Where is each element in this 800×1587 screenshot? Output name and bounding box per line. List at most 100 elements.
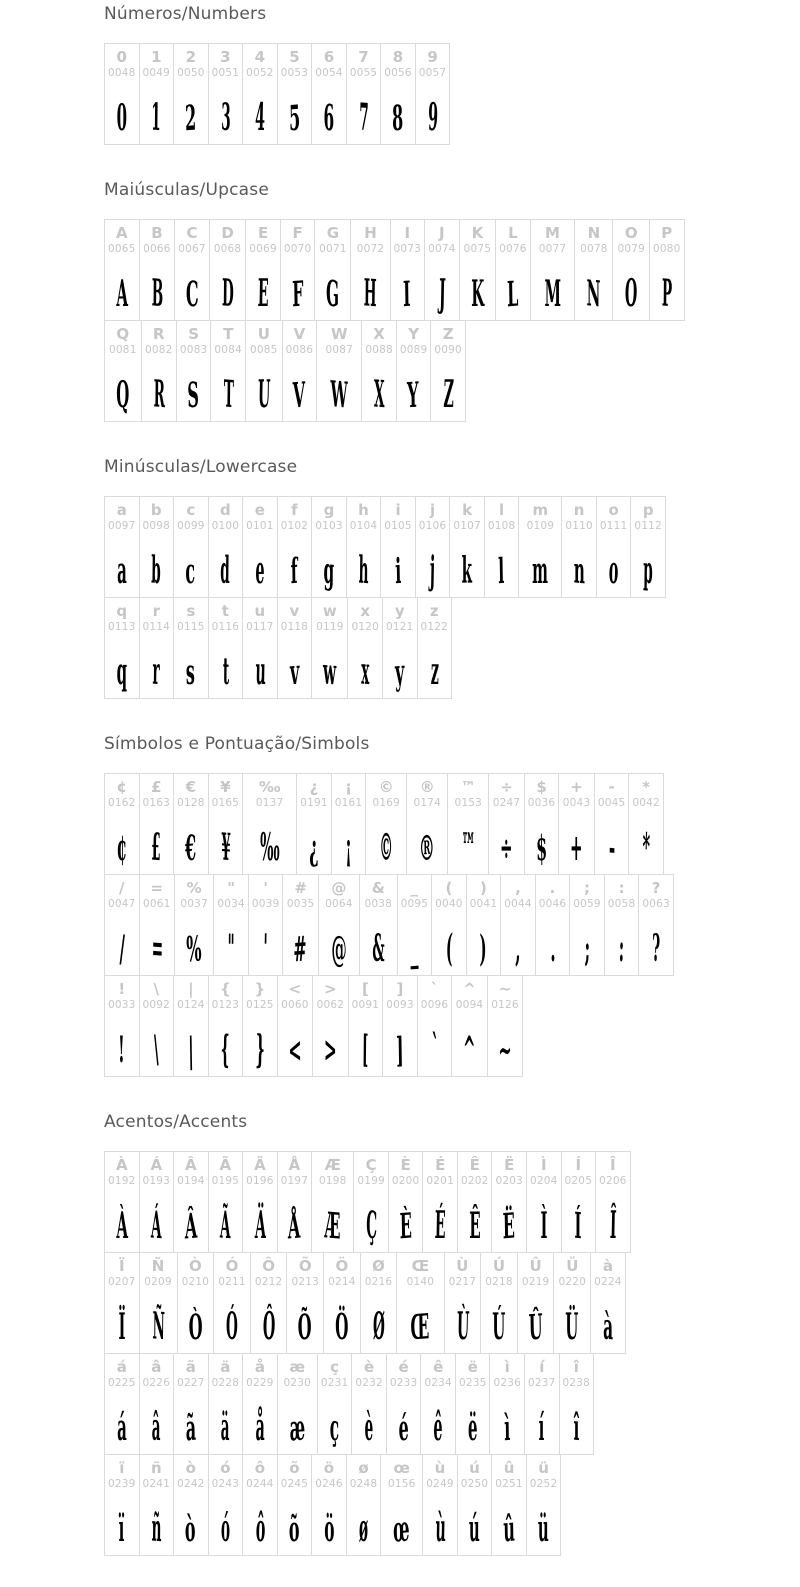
reference-char: 4 [254, 48, 266, 66]
font-glyph: Ê [469, 1205, 481, 1248]
section-title: Símbolos e Pontuação/Simbols [104, 734, 370, 754]
glyph-area: q [110, 634, 134, 691]
glyph-area: C [179, 256, 206, 316]
reference-char: © [378, 778, 394, 796]
character-code: 0105 [384, 520, 412, 532]
glyph-area: 9 [421, 80, 445, 140]
reference-char: V [293, 325, 306, 343]
character-code: 0101 [246, 520, 274, 532]
font-glyph: & [372, 926, 385, 972]
char-cell: l 0108 l [483, 496, 520, 598]
reference-char: ï [119, 1459, 125, 1477]
character-code: 0219 [521, 1276, 550, 1288]
reference-char: N [587, 224, 601, 242]
font-glyph: í [538, 1407, 545, 1450]
character-code: 0089 [399, 344, 428, 356]
reference-char: õ [289, 1459, 300, 1477]
reference-char: s [186, 602, 196, 620]
glyph-area: í [535, 1390, 548, 1447]
font-glyph: Ó [226, 1304, 239, 1350]
char-cell: Í 0205 Í [560, 1151, 597, 1253]
char-cell: û 0251 û [491, 1454, 527, 1556]
character-code: 0169 [372, 797, 401, 809]
reference-char: £ [151, 778, 162, 796]
glyph-area: 6 [317, 80, 341, 140]
glyph-area: : [615, 911, 628, 971]
character-code: 0214 [328, 1276, 356, 1288]
font-glyph: : [618, 926, 625, 971]
reference-char: . [549, 879, 556, 897]
char-cell: Ú 0218 Ú [480, 1252, 518, 1354]
char-cell: w 0119 w [311, 597, 349, 699]
reference-char: v [289, 602, 300, 620]
glyph-area: z [425, 634, 444, 694]
font-glyph: á [116, 1407, 127, 1450]
glyph-area: \ [150, 1012, 162, 1072]
character-code: 0244 [246, 1478, 274, 1490]
reference-char: é [398, 1358, 409, 1376]
char-cell: ì 0236 ì [489, 1353, 525, 1455]
char-cell: ö 0246 ö [311, 1454, 347, 1556]
character-code: 0097 [108, 520, 136, 532]
character-code: 0210 [181, 1276, 210, 1288]
character-code: 0070 [283, 243, 312, 255]
font-glyph: Ò [187, 1306, 203, 1349]
reference-char: Ì [540, 1156, 547, 1174]
char-table-row: ï 0239 ï ñ 0241 ñ ò 0242 ò ó 0243 ó ô 0244 ô õ 0245 õ ö 024… [104, 1454, 562, 1556]
reference-char: W [330, 325, 348, 343]
character-code: 0110 [565, 520, 593, 532]
glyph-area: ñ [144, 1491, 169, 1551]
character-code: 0198 [319, 1175, 347, 1187]
char-cell: W 0087 W [316, 320, 363, 422]
character-code: 0091 [351, 999, 380, 1011]
glyph-area: œ [384, 1491, 419, 1551]
glyph-area: õ [283, 1491, 306, 1551]
reference-char: B [151, 224, 163, 242]
font-glyph: È [399, 1205, 412, 1248]
glyph-area: L [501, 256, 525, 316]
font-glyph: z [430, 649, 440, 694]
char-cell: x 0120 x [347, 597, 383, 699]
font-glyph: q [116, 651, 127, 694]
glyph-area: ë [462, 1390, 484, 1447]
reference-char: Ô [262, 1257, 276, 1275]
font-glyph: ^ [463, 1029, 476, 1072]
character-code: 0161 [334, 797, 363, 809]
section-title: Números/Numbers [104, 4, 267, 24]
glyph-area: & [363, 911, 394, 972]
character-code: 0080 [653, 243, 681, 255]
character-code: 0212 [254, 1276, 283, 1288]
section-title: Minúsculas/Lowercase [104, 457, 298, 477]
font-glyph: i [394, 551, 402, 593]
char-cell: ÷ 0247 ÷ [488, 773, 525, 875]
char-cell: ‰ 0137 ‰ [242, 773, 298, 875]
reference-char: E [257, 224, 269, 242]
char-cell: {0123{ [207, 975, 244, 1077]
charmap-section: Minúsculas/Lowercase a 0097 a b 0098 b c 0099 c d 0… [104, 457, 792, 699]
font-glyph: v [289, 652, 300, 694]
font-glyph: X [373, 372, 385, 418]
font-glyph: I [403, 274, 412, 316]
font-glyph: ] [395, 1030, 404, 1072]
reference-char: ! [118, 980, 126, 998]
glyph-area: a [111, 533, 133, 590]
character-code: 0193 [142, 1175, 171, 1187]
char-cell: £0163 £ [138, 773, 175, 875]
font-glyph: ç [329, 1406, 340, 1450]
char-cell: ™ 0153 ™ [447, 773, 490, 875]
reference-char: [ [361, 980, 369, 998]
reference-char: , [515, 879, 521, 897]
glyph-area: 2 [179, 80, 203, 140]
font-glyph: F [291, 273, 304, 316]
glyph-area: t [218, 634, 234, 694]
character-code: 0034 [217, 898, 245, 910]
glyph-area: ¥ [214, 810, 238, 870]
font-glyph: ¡ [345, 827, 352, 870]
character-code: 0106 [418, 520, 447, 532]
glyph-area: W [320, 357, 358, 418]
glyph-area: * [637, 810, 655, 870]
character-code: 0067 [178, 243, 206, 255]
character-code: 0103 [315, 520, 343, 532]
font-glyph: C [185, 273, 199, 316]
char-cell: U 0085 U [244, 320, 283, 422]
